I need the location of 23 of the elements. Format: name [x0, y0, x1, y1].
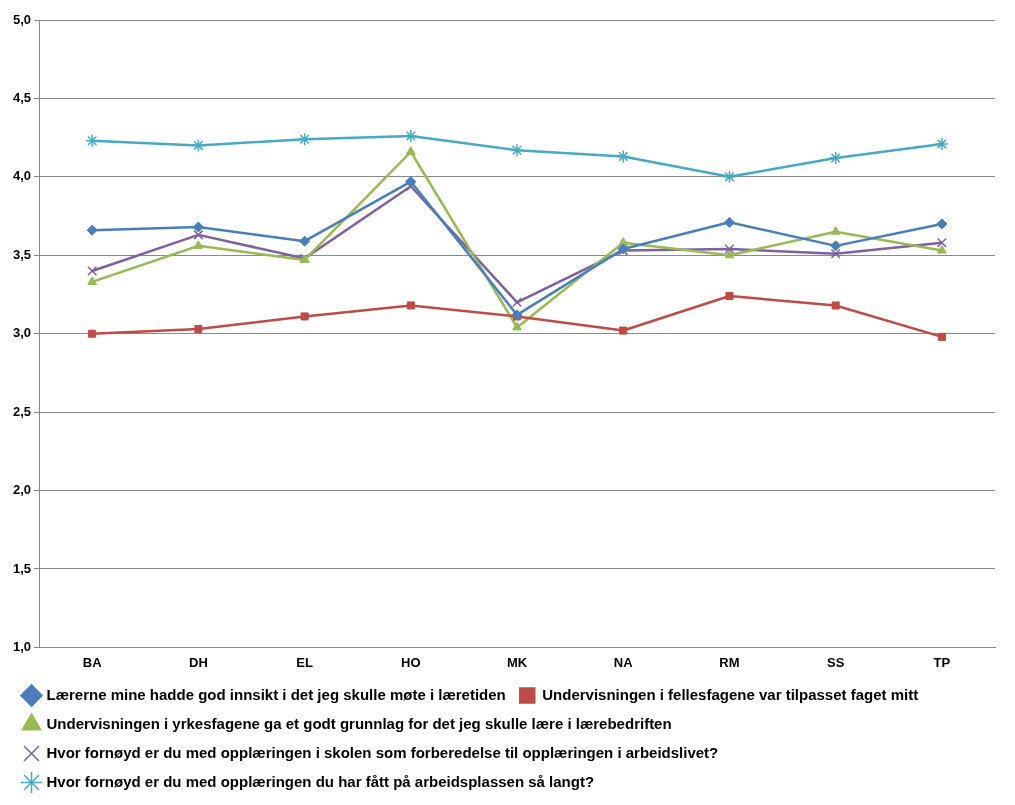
- x-tick-label: MK: [506, 654, 528, 670]
- y-tick-label: 3,5: [12, 246, 32, 262]
- legend-label: Undervisningen i fellesfagene var tilpasset faget mitt: [542, 685, 919, 703]
- x-tick-label: NA: [613, 654, 634, 670]
- x-tick-label: BA: [82, 654, 103, 670]
- x-tick-label: HO: [401, 654, 421, 670]
- legend-label: Hvor fornøyd er du med opplæringen i skolen som forberedelse til opplæringen i arbeidslivet?: [46, 743, 719, 761]
- x-tick-label: SS: [827, 654, 845, 670]
- y-tick-label: 1,0: [12, 638, 32, 654]
- legend-label: Undervisningen i yrkesfagene ga et godt grunnlag for det jeg skulle lære i lærebedriften: [46, 714, 672, 732]
- y-tick-label: 4,0: [12, 168, 32, 184]
- y-tick-label: 4,5: [12, 90, 32, 105]
- legend-label: Hvor fornøyd er du med opplæringen du har fått på arbeidsplassen så langt?: [46, 772, 595, 790]
- y-tick-label: 3,0: [12, 325, 32, 341]
- x-tick-label: RM: [719, 654, 740, 670]
- y-tick-label: 5,0: [12, 11, 32, 27]
- y-tick-label: 2,5: [12, 403, 32, 419]
- legend-label: Lærerne mine hadde god innsikt i det jeg skulle møte i læretiden: [46, 685, 506, 703]
- x-tick-label: DH: [189, 654, 208, 670]
- x-tick-label: EL: [296, 654, 313, 670]
- x-tick-label: TP: [933, 654, 951, 670]
- y-tick-label: 1,5: [12, 560, 32, 576]
- y-tick-label: 2,0: [12, 482, 32, 498]
